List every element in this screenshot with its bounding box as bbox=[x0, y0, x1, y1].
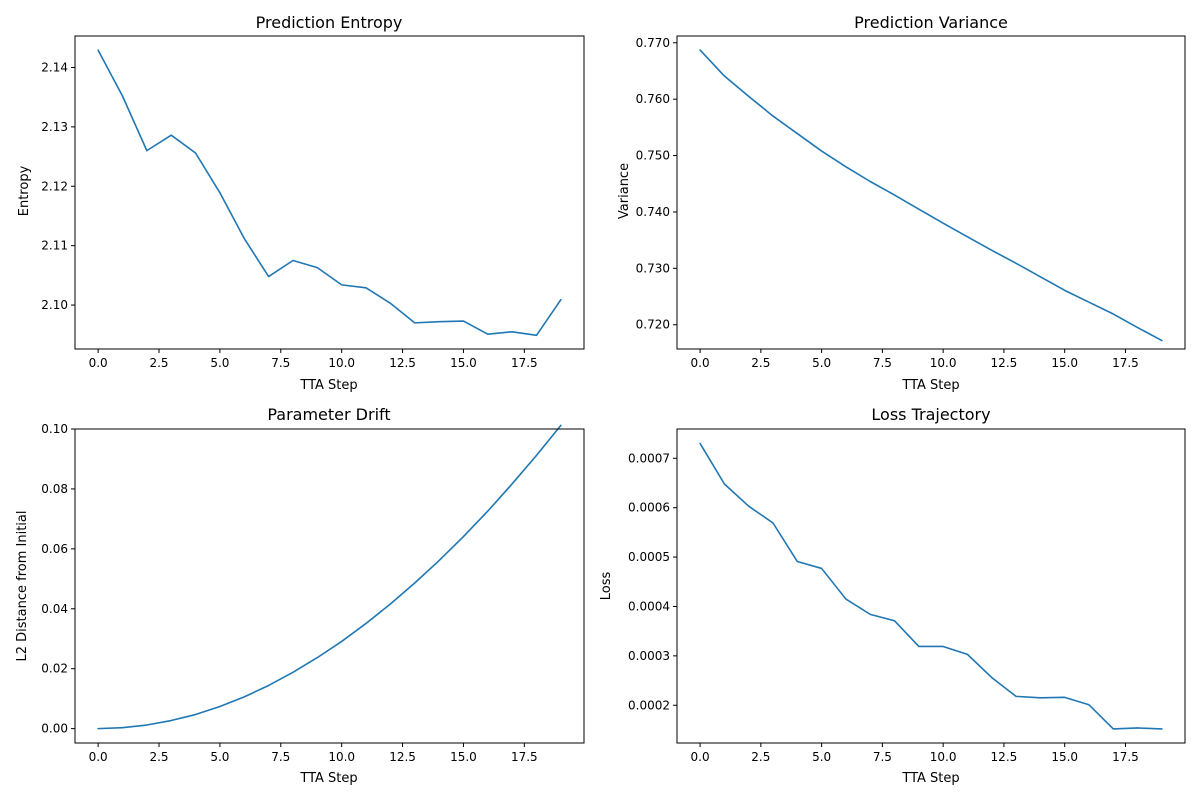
y-axis-label: Loss bbox=[599, 572, 614, 601]
axes-frame bbox=[74, 428, 585, 744]
x-tick-label: 5.0 bbox=[812, 356, 831, 370]
y-tick-label: 0.0002 bbox=[628, 698, 670, 712]
y-tick-label: 0.0004 bbox=[628, 599, 670, 613]
chart-title: Prediction Variance bbox=[854, 13, 1008, 32]
x-tick-label: 0.0 bbox=[691, 750, 710, 764]
x-tick-label: 12.5 bbox=[389, 356, 416, 370]
x-tick-label: 7.5 bbox=[271, 356, 290, 370]
y-tick-label: 2.12 bbox=[41, 179, 68, 193]
y-tick-label: 0.08 bbox=[41, 482, 68, 496]
x-tick-label: 10.0 bbox=[930, 750, 957, 764]
x-tick-label: 17.5 bbox=[1112, 750, 1139, 764]
y-tick-label: 2.14 bbox=[41, 60, 68, 74]
y-axis-label: Entropy bbox=[17, 165, 32, 216]
x-tick-label: 0.0 bbox=[89, 356, 108, 370]
subplot-entropy: Prediction Entropy TTA Step Entropy 0.0 2… bbox=[17, 13, 585, 393]
axes-frame bbox=[74, 35, 585, 350]
chart-title: Parameter Drift bbox=[267, 405, 390, 424]
x-tick-label: 7.5 bbox=[873, 750, 892, 764]
y-tick-label: 0.750 bbox=[636, 149, 670, 163]
x-tick-label: 2.5 bbox=[149, 356, 168, 370]
y-tick-label: 0.00 bbox=[41, 722, 68, 736]
y-tick-label: 0.740 bbox=[636, 205, 670, 219]
x-axis-label: TTA Step bbox=[901, 771, 959, 786]
y-tick-label: 0.730 bbox=[636, 261, 670, 275]
axes-frame bbox=[676, 428, 1186, 744]
y-tick-label: 2.10 bbox=[41, 298, 68, 312]
x-tick-label: 2.5 bbox=[149, 750, 168, 764]
y-tick-label: 2.13 bbox=[41, 120, 68, 134]
x-tick-label: 5.0 bbox=[210, 356, 229, 370]
x-tick-label: 17.5 bbox=[1112, 356, 1139, 370]
y-tick-label: 0.720 bbox=[636, 318, 670, 332]
x-tick-label: 5.0 bbox=[210, 750, 229, 764]
x-tick-label: 7.5 bbox=[271, 750, 290, 764]
x-tick-label: 12.5 bbox=[389, 750, 416, 764]
series-line bbox=[97, 49, 562, 337]
x-axis-label: TTA Step bbox=[901, 378, 959, 393]
x-tick-label: 15.0 bbox=[450, 356, 477, 370]
subplot-variance: Prediction Variance TTA Step Variance 0.… bbox=[617, 13, 1186, 393]
y-tick-label: 0.0006 bbox=[628, 501, 670, 515]
x-tick-label: 10.0 bbox=[328, 750, 355, 764]
y-tick-label: 0.0003 bbox=[628, 649, 670, 663]
y-axis-label: Variance bbox=[617, 163, 632, 219]
x-tick-label: 2.5 bbox=[751, 356, 770, 370]
chart-title: Prediction Entropy bbox=[256, 13, 403, 32]
y-tick-label: 0.760 bbox=[636, 92, 670, 106]
chart-title: Loss Trajectory bbox=[871, 405, 990, 424]
x-tick-label: 15.0 bbox=[450, 750, 477, 764]
series-line bbox=[97, 424, 562, 730]
y-tick-label: 0.02 bbox=[41, 662, 68, 676]
subplot-loss: Loss Trajectory TTA Step Loss 0.0 2.5 5.0 7… bbox=[599, 405, 1186, 786]
y-tick-label: 2.11 bbox=[41, 239, 68, 253]
y-tick-label: 0.0007 bbox=[628, 451, 670, 465]
axes-frame bbox=[676, 35, 1186, 350]
y-tick-label: 0.06 bbox=[41, 542, 68, 556]
x-tick-label: 15.0 bbox=[1051, 356, 1078, 370]
x-tick-label: 5.0 bbox=[812, 750, 831, 764]
x-tick-label: 10.0 bbox=[328, 356, 355, 370]
y-axis-label: L2 Distance from Initial bbox=[15, 511, 30, 662]
x-tick-label: 0.0 bbox=[691, 356, 710, 370]
series-line bbox=[699, 49, 1163, 342]
y-tick-label: 0.04 bbox=[41, 602, 68, 616]
x-axis-label: TTA Step bbox=[299, 771, 357, 786]
x-tick-label: 0.0 bbox=[89, 750, 108, 764]
x-tick-label: 12.5 bbox=[991, 750, 1018, 764]
y-tick-label: 0.10 bbox=[41, 422, 68, 436]
y-tick-label: 0.0005 bbox=[628, 550, 670, 564]
x-tick-label: 17.5 bbox=[511, 356, 538, 370]
x-tick-label: 17.5 bbox=[511, 750, 538, 764]
x-tick-label: 7.5 bbox=[873, 356, 892, 370]
series-line bbox=[699, 442, 1163, 730]
x-axis-label: TTA Step bbox=[299, 378, 357, 393]
x-tick-label: 2.5 bbox=[751, 750, 770, 764]
x-tick-label: 10.0 bbox=[930, 356, 957, 370]
x-tick-label: 15.0 bbox=[1051, 750, 1078, 764]
subplot-drift: Parameter Drift TTA Step L2 Distance fro… bbox=[15, 405, 585, 786]
y-tick-label: 0.770 bbox=[636, 36, 670, 50]
x-tick-label: 12.5 bbox=[991, 356, 1018, 370]
